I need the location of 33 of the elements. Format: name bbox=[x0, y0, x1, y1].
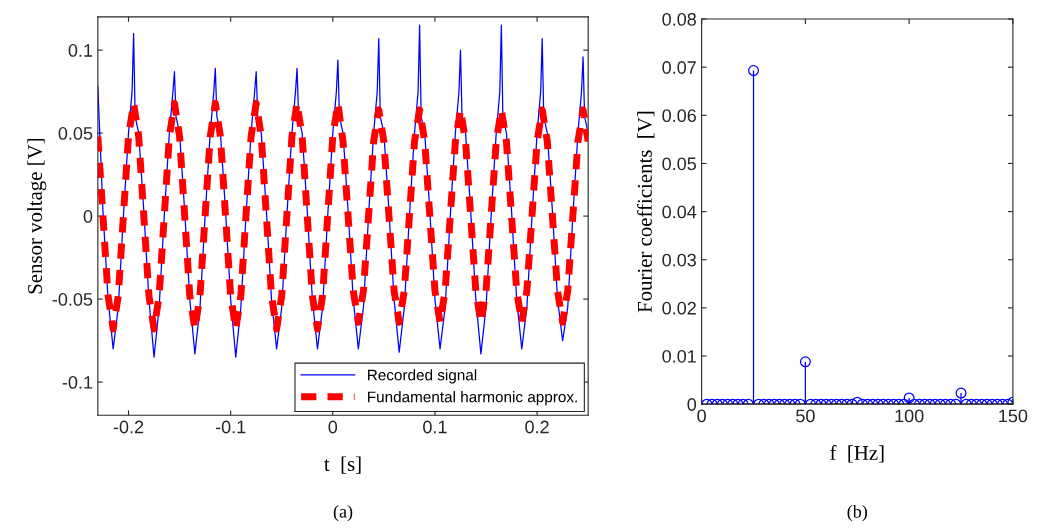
x-tick-label: 100 bbox=[895, 409, 924, 423]
y-axis-title: Fourier coefficients [V] bbox=[636, 111, 655, 313]
legend-label: Fundamental harmonic approx. bbox=[368, 391, 577, 406]
y-tick-label: -0.05 bbox=[52, 293, 93, 306]
x-tick-label: -0.2 bbox=[113, 420, 144, 434]
text: (b) bbox=[847, 504, 867, 522]
y-tick-label: 0 bbox=[83, 210, 93, 223]
y-tick-label: 0.04 bbox=[662, 205, 697, 219]
legend-label: Recorded signal bbox=[368, 369, 477, 384]
x-tick-label: -0.1 bbox=[215, 420, 246, 434]
text: (a) bbox=[333, 504, 353, 522]
x-tick-label: 50 bbox=[796, 409, 815, 423]
x-tick-label: 0.2 bbox=[525, 420, 549, 434]
y-tick-label: 0.06 bbox=[662, 109, 696, 123]
y-tick-label: 0 bbox=[687, 398, 697, 411]
y-tick-label: 0.05 bbox=[58, 127, 93, 140]
x-axis-title: f [Hz] bbox=[830, 445, 884, 463]
point bbox=[851, 396, 863, 405]
point bbox=[748, 65, 759, 77]
y-tick-label: 0.07 bbox=[662, 61, 696, 74]
x-tick-label: 0.1 bbox=[423, 420, 447, 434]
y-tick-label: 0.1 bbox=[68, 44, 93, 57]
y-tick-label: 0.05 bbox=[662, 157, 697, 171]
y-tick-label: 0.08 bbox=[662, 12, 696, 26]
y-axis-title: Sensor voltage [V] bbox=[27, 138, 47, 294]
x-tick-label: 150 bbox=[999, 409, 1028, 423]
y-tick-label: 0.01 bbox=[662, 349, 696, 363]
y-tick-label: 0.03 bbox=[662, 253, 696, 267]
x-tick-label: 0 bbox=[328, 420, 338, 434]
x-tick-label: 0 bbox=[697, 409, 706, 423]
x-axis-title: t [s] bbox=[324, 456, 361, 474]
y-tick-label: -0.1 bbox=[62, 376, 93, 389]
y-tick-label: 0.02 bbox=[662, 301, 696, 315]
